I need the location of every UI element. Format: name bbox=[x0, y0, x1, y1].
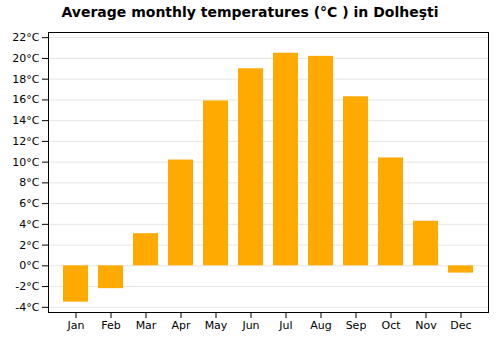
svg-text:0°C: 0°C bbox=[19, 259, 39, 272]
svg-text:May: May bbox=[205, 319, 228, 332]
svg-text:Jun: Jun bbox=[241, 319, 259, 332]
svg-text:Dec: Dec bbox=[450, 319, 471, 332]
svg-text:10°C: 10°C bbox=[12, 156, 39, 169]
svg-text:Aug: Aug bbox=[310, 319, 331, 332]
svg-text:Apr: Apr bbox=[171, 319, 191, 332]
svg-text:Oct: Oct bbox=[381, 319, 401, 332]
html-text:Average monthly temperatures (: Average monthly temperatures (°C ) in Do… bbox=[61, 4, 439, 20]
svg-text:18°C: 18°C bbox=[12, 73, 39, 86]
svg-text:6°C: 6°C bbox=[19, 197, 39, 210]
svg-text:Jul: Jul bbox=[278, 319, 292, 332]
svg-text:Sep: Sep bbox=[346, 319, 367, 332]
svg-text:22°C: 22°C bbox=[12, 31, 39, 44]
svg-text:14°C: 14°C bbox=[12, 114, 39, 127]
svg-text:Feb: Feb bbox=[101, 319, 120, 332]
svg-text:4°C: 4°C bbox=[19, 218, 39, 231]
svg-text:16°C: 16°C bbox=[12, 93, 39, 106]
svg-text:Mar: Mar bbox=[136, 319, 157, 332]
svg-text:-4°C: -4°C bbox=[15, 301, 39, 314]
svg-text:20°C: 20°C bbox=[12, 52, 39, 65]
svg-text:Nov: Nov bbox=[415, 319, 437, 332]
svg-text:Jan: Jan bbox=[67, 319, 85, 332]
svg-text:2°C: 2°C bbox=[19, 239, 39, 252]
svg-text:8°C: 8°C bbox=[19, 176, 39, 189]
svg-text:-2°C: -2°C bbox=[15, 280, 39, 293]
svg-text:12°C: 12°C bbox=[12, 135, 39, 148]
